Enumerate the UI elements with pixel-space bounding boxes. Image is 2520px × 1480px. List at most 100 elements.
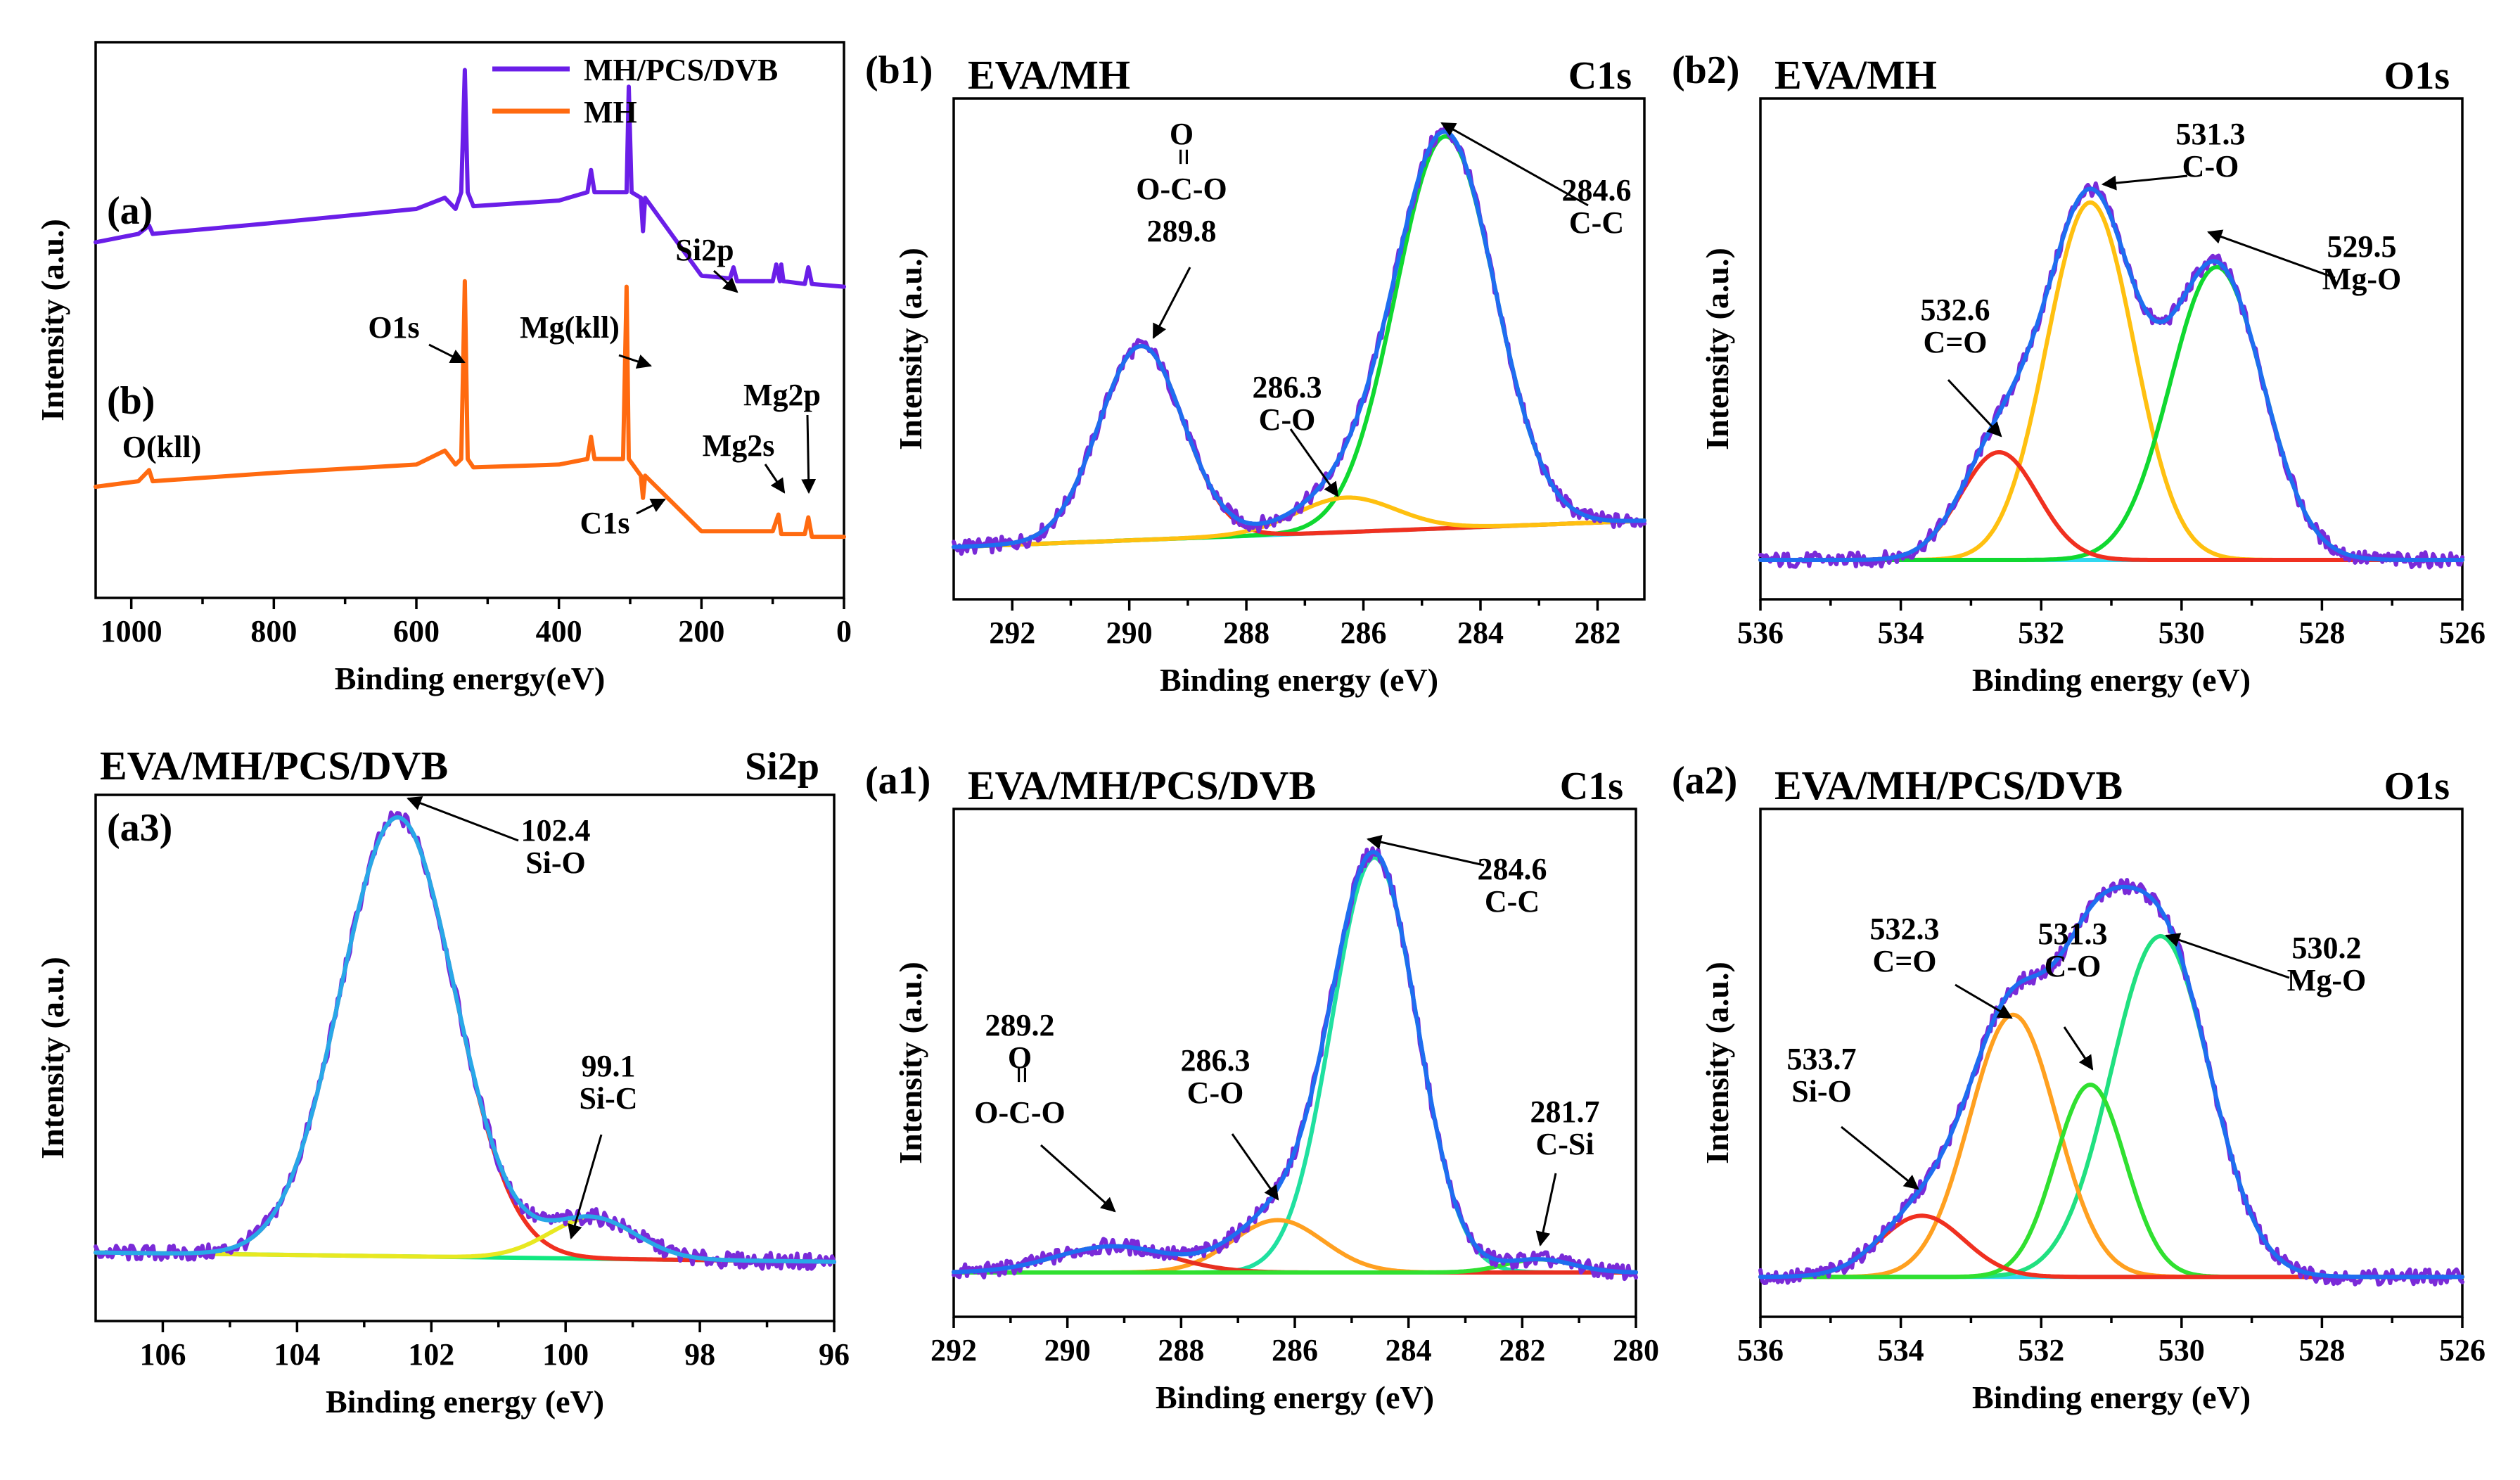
y-axis-title: Intensity (a.u.): [34, 957, 70, 1159]
peak-annotation: 286.3C-O: [1181, 1043, 1279, 1201]
x-tick-label: 100: [542, 1337, 589, 1372]
peak-annotation: 289.2O= O-C-O: [974, 1008, 1116, 1213]
peak-annotation-line: Si-O: [1791, 1074, 1852, 1109]
x-axis-title: Binding energy (eV): [1156, 1379, 1434, 1415]
x-tick-label: 290: [1106, 615, 1153, 650]
panel-label: (a2): [1672, 759, 1737, 803]
peak-annotation-line: C-C: [1485, 884, 1540, 919]
envelope-fit-line: [1758, 186, 2464, 562]
annotation-arrow: [1947, 378, 2002, 438]
plot-frame: [952, 97, 1646, 601]
x-tick-label: 532: [2018, 1333, 2064, 1367]
x-tick-label: 292: [930, 1333, 977, 1367]
x-tick-label: 530: [2158, 1333, 2205, 1367]
sample-title: EVA/MH/PCS/DVB: [968, 763, 1316, 808]
peak-annotation-line: 102.4: [521, 813, 591, 848]
annotation-arrow: [568, 1134, 603, 1240]
x-tick-label: 526: [2439, 1333, 2486, 1367]
peak-annotation-line: O: [1170, 117, 1194, 151]
x-tick-label: 536: [1737, 1333, 1784, 1367]
x-tick-label: 284: [1386, 1333, 1432, 1367]
x-axis-title: Binding energy (eV): [1972, 1379, 2251, 1415]
raw-spectrum-line: [952, 125, 1646, 556]
peak-annotation-line: C=O: [1923, 325, 1987, 359]
peak-annotation-line: O: [1008, 1040, 1032, 1075]
panel-b2: 536 534 532 530 528 526 Binding energy (eV) Int…: [1672, 49, 2486, 698]
peak-annotation-line: 286.3: [1181, 1043, 1251, 1078]
peak-annotation-line: C-O: [2045, 949, 2102, 983]
peak-annotation-line: 286.3: [1253, 370, 1322, 404]
peak-annotation-line: 533.7: [1787, 1042, 1857, 1076]
panel-label: (b2): [1672, 49, 1739, 92]
x-tick-label: 528: [2298, 615, 2345, 650]
x-tick-label: 290: [1044, 1333, 1091, 1367]
region-title: O1s: [2384, 54, 2450, 98]
peak-annotation-line: 289.8: [1147, 214, 1217, 248]
annotation-arrow: [1152, 267, 1191, 339]
annotation-arrow: [764, 464, 786, 494]
x-tick-label: 282: [1499, 1333, 1545, 1367]
peak-annotation: 532.3C=O: [1870, 912, 2013, 1019]
x-tick-label: 534: [1878, 615, 1924, 650]
annotation-arrow: [1955, 983, 2013, 1019]
annotation-arrow: [801, 414, 817, 495]
annotation-c1s: C1s: [580, 506, 630, 540]
peak-annotation: 531.3C-O: [2101, 117, 2246, 191]
peak-annotation: 533.7Si-O: [1787, 1042, 1919, 1190]
y-axis-title: Intensity (a.u.): [893, 248, 928, 450]
annotation-mg2p: Mg2p: [743, 378, 821, 412]
annotation-arrow: [1366, 834, 1485, 867]
peak-annotation: 284.6C-C: [1366, 834, 1547, 919]
annotation-mg2s: Mg2s: [703, 428, 775, 463]
x-tick-label: 400: [536, 614, 582, 649]
annotation-arrow: [1841, 1125, 1919, 1190]
peak-annotation-line: C-O: [1187, 1076, 1244, 1110]
x-axis-title: Binding energy (eV): [1160, 662, 1438, 698]
peak-annotation-line: C-O: [1259, 402, 1316, 437]
peak-annotation-line: Si-O: [525, 846, 586, 880]
sample-title: EVA/MH: [968, 52, 1130, 98]
peak-annotation-line: O-C-O: [974, 1095, 1066, 1130]
y-axis-title: Intensity (a.u.): [893, 962, 928, 1164]
x-tick-label: 98: [684, 1337, 715, 1372]
annotation-arrow: [1231, 1133, 1279, 1201]
x-tick-label: 532: [2018, 615, 2064, 650]
peak-annotation-line: C=O: [1872, 944, 1936, 978]
x-axis-title: Binding energy(eV): [335, 661, 606, 696]
annotation-arrow: [1440, 122, 1589, 207]
x-tick-label: 528: [2298, 1333, 2345, 1367]
panel-a3: 106 104 102 100 98 96 Binding energy (eV) Inten…: [34, 743, 850, 1420]
peak-annotation-line: Mg-O: [2287, 963, 2366, 997]
x-tick-label: 292: [989, 615, 1035, 650]
peak-annotation: 530.2Mg-O: [2165, 931, 2366, 997]
x-tick-label: 286: [1272, 1333, 1318, 1367]
x-tick-label: 96: [819, 1337, 850, 1372]
peak-annotation: 286.3C-O: [1253, 370, 1339, 497]
peak-annotation-line: C-Si: [1535, 1127, 1594, 1161]
x-tick-label: 288: [1223, 615, 1269, 650]
peak-annotation: 281.7C-Si: [1530, 1095, 1600, 1247]
x-tick-label: 526: [2439, 615, 2486, 650]
peak-annotation-line: C-O: [2182, 149, 2239, 184]
peak-annotation: 532.6C=O: [1921, 293, 2002, 438]
x-tick-label: 282: [1574, 615, 1620, 650]
peak-annotation: 102.4Si-O: [407, 796, 591, 880]
annotation-si2p: Si2p: [675, 233, 734, 267]
legend: MH/PCS/DVB MH: [492, 53, 778, 129]
x-tick-label: 280: [1613, 1333, 1659, 1367]
peak-annotation-line: 532.6: [1921, 293, 1990, 327]
peak-annotation-line: 529.5: [2327, 229, 2397, 264]
panel-survey: 1000 800 600 400 200 0 Binding energy(eV) Inten…: [34, 41, 852, 696]
region-title: C1s: [1560, 765, 1623, 808]
x-tick-label: 536: [1737, 615, 1784, 650]
panel-a2: 536 534 532 530 528 526 Binding energy (eV) Int…: [1672, 759, 2486, 1415]
x-axis-title: Binding energy (eV): [1972, 662, 2251, 698]
annotation-mgkll: Mg(kll): [520, 310, 620, 345]
component-peak-c-c: [952, 134, 1646, 549]
y-axis-title: Intensity (a.u.): [1699, 962, 1735, 1164]
region-title: Si2p: [745, 745, 819, 789]
annotation-arrow: [712, 269, 738, 293]
annotation-arrow: [2165, 933, 2290, 979]
sample-title: EVA/MH: [1774, 52, 1937, 98]
x-tick-label: 530: [2158, 615, 2205, 650]
